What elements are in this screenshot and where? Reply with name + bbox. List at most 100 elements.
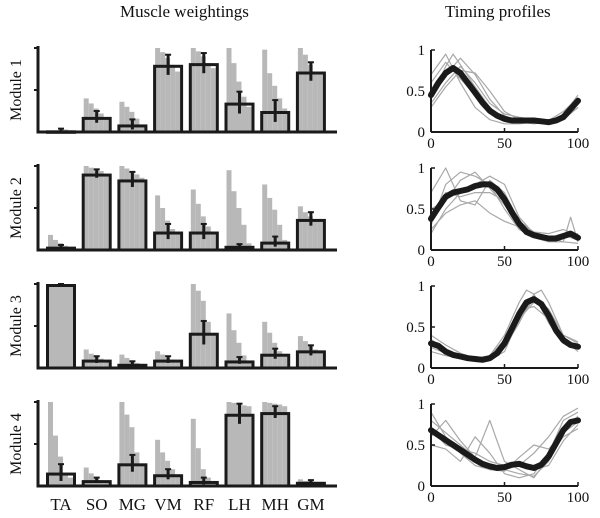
x-tick-label: 50	[497, 254, 512, 270]
individual-weight-bar	[272, 209, 278, 250]
timing-panel-module-2: 0 0.5 1 0 50 100	[406, 161, 589, 270]
individual-weight-bar	[241, 405, 247, 486]
individual-weight-bar	[48, 234, 53, 250]
individual-weight-bar	[246, 106, 252, 132]
individual-weight-bar	[175, 474, 181, 486]
bar-panel-module-2: Module 2	[8, 164, 337, 252]
muscle-label-lh: LH	[228, 495, 251, 514]
individual-weight-bar	[155, 195, 161, 250]
individual-weight-bar	[155, 439, 161, 486]
individual-weight-bar	[307, 64, 313, 132]
individual-weight-bar	[241, 96, 247, 132]
individual-weight-bar	[190, 189, 196, 250]
individual-weight-bar	[210, 68, 216, 132]
individual-weight-bar	[119, 166, 125, 250]
individual-weight-bar	[98, 171, 104, 250]
individual-weight-bar	[307, 346, 313, 368]
y-tick-label: 0	[418, 361, 426, 377]
y-tick-label: 0.5	[406, 202, 425, 218]
individual-weight-bar	[119, 354, 125, 368]
mean-timing-line	[428, 181, 581, 242]
individual-weight-bar	[83, 166, 89, 250]
muscle-label-ta: TA	[50, 495, 72, 514]
individual-weight-bar	[226, 402, 232, 486]
module-label: Module 3	[8, 295, 25, 357]
individual-weight-bar	[226, 170, 232, 250]
individual-weight-bar	[53, 284, 58, 368]
x-tick-label: 100	[567, 490, 590, 506]
individual-weight-bar	[277, 351, 283, 368]
individual-weight-bar	[160, 208, 166, 250]
individual-weight-bar	[282, 406, 288, 486]
individual-weight-bar	[68, 477, 73, 486]
individual-weight-bar	[165, 357, 171, 368]
muscle-label-vm: VM	[154, 495, 181, 514]
y-tick-label: 0	[418, 125, 426, 141]
individual-weight-bar	[129, 171, 135, 250]
individual-weight-bar	[93, 169, 99, 250]
muscle-label-gm: GM	[297, 495, 324, 514]
x-tick-label: 0	[427, 372, 435, 388]
bar-panel-module-1: Module 1	[8, 46, 337, 134]
individual-weight-bar	[175, 233, 181, 250]
individual-weight-bar	[302, 212, 308, 250]
individual-weight-bar	[139, 124, 145, 132]
x-tick-label: 50	[497, 372, 512, 388]
y-tick-label: 0	[418, 243, 426, 259]
individual-weight-bar	[307, 216, 313, 250]
individual-weight-bar	[83, 467, 89, 486]
individual-weight-bar	[282, 108, 288, 132]
individual-weight-bar	[170, 359, 176, 368]
individual-weight-bar	[210, 233, 216, 250]
individual-weight-bar	[98, 113, 104, 132]
individual-weight-bar	[124, 106, 130, 132]
individual-weight-bar	[277, 98, 283, 132]
individual-weight-bar	[312, 349, 318, 368]
individual-weight-bar	[124, 414, 130, 486]
module-label: Module 2	[8, 177, 25, 239]
individual-weight-bar	[297, 206, 303, 250]
individual-weight-bar	[190, 418, 196, 486]
individual-weight-bar	[302, 341, 308, 368]
individual-weight-bar	[63, 473, 68, 486]
y-tick-label: 1	[418, 161, 426, 177]
individual-weight-bar	[262, 402, 268, 486]
individual-weight-bar	[231, 402, 237, 486]
y-tick-label: 1	[418, 279, 426, 295]
x-tick-label: 0	[427, 136, 435, 152]
individual-weight-bar	[155, 351, 161, 368]
individual-weight-bar	[236, 403, 242, 486]
individual-weight-bar	[317, 351, 323, 368]
bar-panel-module-4: Module 4	[8, 400, 337, 488]
individual-weight-bar	[53, 435, 58, 486]
individual-weight-bar	[262, 321, 268, 368]
individual-weight-bar	[83, 98, 89, 132]
individual-weight-bar	[231, 191, 237, 250]
individual-weight-bar	[262, 49, 268, 132]
individual-weight-bar	[262, 184, 268, 250]
individual-weight-bar	[103, 119, 109, 132]
individual-weight-bar	[175, 361, 181, 368]
timing-panel-module-4: 0 0.5 1 0 50 100	[406, 397, 589, 506]
individual-weight-bar	[205, 321, 211, 368]
individual-weight-bar	[210, 334, 216, 368]
module-label: Module 1	[8, 59, 25, 121]
individual-weight-bar	[195, 290, 201, 368]
muscle-label-rf: RF	[193, 495, 214, 514]
y-tick-label: 0.5	[406, 84, 425, 100]
y-tick-label: 0.5	[406, 320, 425, 336]
individual-weight-bar	[165, 58, 171, 132]
muscle-label-mh: MH	[261, 495, 288, 514]
individual-weight-bar	[277, 404, 283, 486]
individual-weight-bar	[83, 349, 89, 368]
individual-weight-bar	[205, 63, 211, 133]
individual-weight-bar	[170, 469, 176, 486]
individual-weight-bar	[98, 358, 104, 368]
individual-weight-bar	[119, 101, 125, 132]
individual-weight-bar	[48, 402, 53, 486]
individual-weight-bar	[68, 284, 73, 368]
individual-weight-bar	[190, 48, 196, 132]
muscle-weightings-panels: Module 1 Module 2 Module 3 Module 4 TA SO MG VM…	[8, 46, 337, 514]
individual-weight-bar	[134, 452, 140, 486]
